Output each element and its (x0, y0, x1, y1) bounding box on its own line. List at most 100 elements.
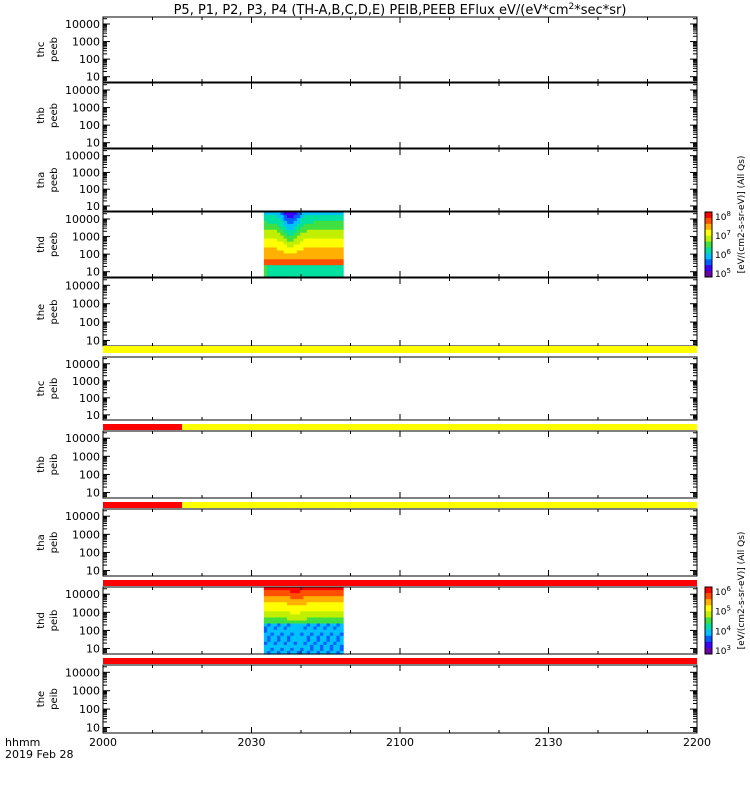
spectrogram-cell (263, 214, 268, 219)
spectrogram-cell (326, 274, 331, 278)
spectrogram-cell (329, 271, 334, 275)
panel-frame (102, 82, 698, 149)
spectrogram-cell (313, 647, 318, 652)
colorbar-cell (705, 599, 712, 606)
spectrogram-cell (306, 229, 311, 234)
spectrogram-cell (283, 226, 288, 231)
spectrogram-cell (323, 623, 328, 628)
spectrogram-cell (290, 262, 295, 266)
panel-probe-label: thb (36, 107, 47, 124)
colorbar-cell (705, 641, 712, 649)
spectrogram-cell (283, 232, 288, 237)
spectrogram-cell (319, 229, 324, 234)
spectrogram-cell (296, 226, 301, 231)
spectrogram-cell (277, 238, 281, 243)
spectrogram-cell (277, 635, 281, 640)
spectrogram-cell (306, 644, 311, 649)
spectrogram-cell (300, 226, 305, 231)
spectrogram-cell (293, 638, 298, 643)
spectrogram-cell (319, 626, 324, 631)
spectrogram-cell (306, 620, 311, 625)
spectrogram-cell (267, 629, 272, 634)
spectrogram-cell (313, 232, 318, 237)
panel-frame (102, 508, 698, 577)
spectrogram-cell (326, 265, 331, 269)
spectrogram-cell (329, 641, 334, 646)
spectrogram-cell (339, 274, 344, 278)
spectrogram-cell (280, 212, 285, 216)
spectrogram-cell (310, 253, 314, 257)
spectrogram-cell (316, 268, 321, 272)
spectrogram-cell (263, 271, 268, 275)
spectrogram-cell (326, 599, 331, 603)
spectrogram-cell (280, 638, 285, 643)
spectrogram-cell (267, 220, 272, 225)
spectrogram-cell (286, 212, 291, 216)
spectrogram-cell (277, 638, 281, 643)
spectrogram-cell (319, 596, 324, 600)
spectrogram-cell (296, 262, 301, 266)
spectrogram-cell (319, 620, 324, 625)
spectrogram-cell (286, 605, 291, 609)
spectrogram-cell (336, 593, 341, 597)
spectrogram-cell (283, 271, 288, 275)
spectrogram-cell (263, 620, 268, 625)
colorbar-cell (705, 271, 712, 278)
spectrogram-cell (339, 241, 344, 246)
spectrogram-cell (277, 241, 281, 246)
spectrogram-cell (270, 590, 275, 594)
spectrogram-cell (336, 617, 341, 622)
spectrogram-cell (286, 602, 291, 606)
spectrogram-cell (286, 259, 291, 263)
spectrogram-cell (280, 596, 285, 600)
spectrogram-cell (267, 623, 272, 628)
spectrogram-cell (290, 635, 295, 640)
spectrogram-cell (303, 256, 308, 260)
spectrogram-cell (273, 590, 278, 594)
spectrogram-cell (290, 632, 295, 637)
spectrogram-cell (303, 593, 308, 597)
spectrogram-cell (277, 611, 281, 616)
panel-thb-peeb: 10 100 1000 10000 thb peeb (36, 82, 698, 150)
panel-probe-label: thc (36, 42, 47, 58)
spectrogram-cell (310, 620, 314, 625)
spectrogram-cell (263, 647, 268, 652)
spectrogram-cell (300, 271, 305, 275)
x-tick-label: 2200 (683, 736, 711, 749)
spectrogram-cell (280, 626, 285, 631)
spectrogram-cell (333, 587, 338, 591)
spectrogram-cell (303, 217, 308, 222)
spectrogram-cell (303, 238, 308, 243)
spectrogram-cell (323, 626, 328, 631)
spectrogram-cell (313, 623, 318, 628)
spectrogram-cell (319, 614, 324, 619)
spectrogram-cell (296, 247, 301, 251)
spectrogram-cell (333, 635, 338, 640)
spectrogram-cell (326, 587, 331, 591)
spectrogram-cell (326, 232, 331, 237)
spectrogram-cell (283, 256, 288, 260)
spectrogram-cell (303, 647, 308, 652)
spectrogram-cell (323, 220, 328, 225)
spectrogram-cell (286, 647, 291, 652)
spectrogram-cell (310, 265, 314, 269)
x-axis-date: 2019 Feb 28 (5, 748, 73, 761)
spectrogram-cell (293, 235, 298, 240)
spectrogram-cell (319, 271, 324, 275)
spectrogram-cell (290, 259, 295, 263)
spectrogram-cell (313, 650, 318, 655)
spectrogram-cell (306, 605, 311, 609)
spectrogram-cell (316, 626, 321, 631)
spectrogram-cell (280, 602, 285, 606)
spectrogram-cell (306, 629, 311, 634)
spectrogram-cell (306, 274, 311, 278)
spectrogram-cell (283, 623, 288, 628)
spectrogram-cell (316, 212, 321, 216)
spectrogram-cell (319, 241, 324, 246)
chart-title: P5, P1, P2, P3, P4 (TH-A,B,C,D,E) PEIB,P… (174, 2, 627, 18)
spectrogram-cell (326, 220, 331, 225)
spectrogram-cell (273, 226, 278, 231)
spectrogram-cell (286, 232, 291, 237)
